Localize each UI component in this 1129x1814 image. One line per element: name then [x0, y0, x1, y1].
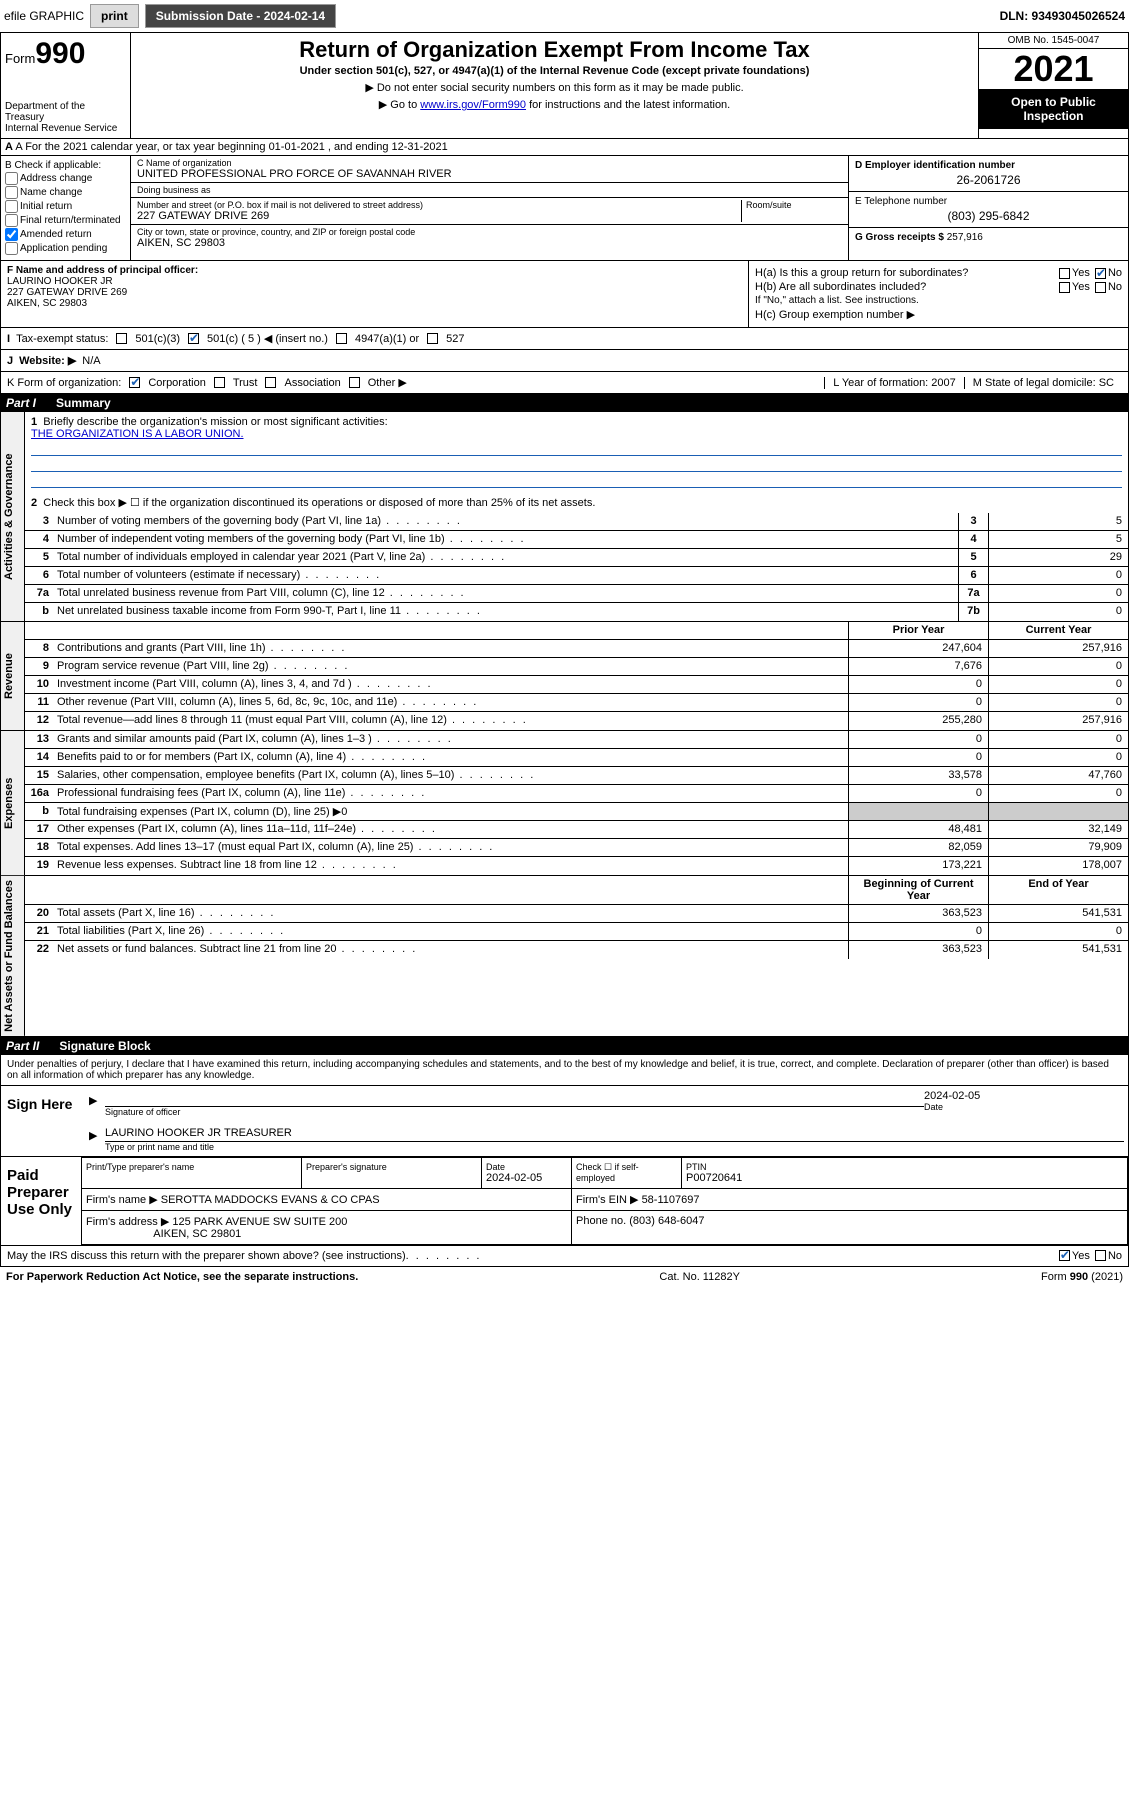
- website: N/A: [82, 355, 100, 367]
- expense-line: 17Other expenses (Part IX, column (A), l…: [25, 821, 1128, 839]
- officer-sig-name: LAURINO HOOKER JR TREASURER: [105, 1127, 292, 1139]
- summary-line: 6Total number of volunteers (estimate if…: [25, 567, 1128, 585]
- top-toolbar: efile GRAPHIC print Submission Date - 20…: [0, 0, 1129, 33]
- paid-preparer-block: Paid Preparer Use Only Print/Type prepar…: [0, 1157, 1129, 1246]
- omb-number: OMB No. 1545-0047: [979, 33, 1128, 49]
- chk-final-return[interactable]: Final return/terminated: [5, 214, 126, 227]
- sign-date: 2024-02-05: [924, 1090, 1124, 1102]
- officer-street: 227 GATEWAY DRIVE 269: [7, 287, 127, 298]
- mission-text: THE ORGANIZATION IS A LABOR UNION.: [31, 428, 244, 440]
- expense-line: 16aProfessional fundraising fees (Part I…: [25, 785, 1128, 803]
- summary-line: 7aTotal unrelated business revenue from …: [25, 585, 1128, 603]
- revenue-line: 8Contributions and grants (Part VIII, li…: [25, 640, 1128, 658]
- netassets-line: 20Total assets (Part X, line 16)363,5235…: [25, 905, 1128, 923]
- form-subtitle: Under section 501(c), 527, or 4947(a)(1)…: [135, 65, 974, 77]
- cat-no: Cat. No. 11282Y: [659, 1271, 740, 1283]
- expense-line: 14Benefits paid to or for members (Part …: [25, 749, 1128, 767]
- paperwork-footer: For Paperwork Reduction Act Notice, see …: [0, 1267, 1129, 1287]
- part2-header: Part II Signature Block: [0, 1037, 1129, 1055]
- officer-name: LAURINO HOOKER JR: [7, 276, 113, 287]
- ssn-note: ▶ Do not enter social security numbers o…: [135, 81, 974, 94]
- state-domicile: M State of legal domicile: SC: [964, 377, 1122, 389]
- summary-line: 5Total number of individuals employed in…: [25, 549, 1128, 567]
- section-bcd: B Check if applicable: Address change Na…: [0, 156, 1129, 261]
- org-name: UNITED PROFESSIONAL PRO FORCE OF SAVANNA…: [137, 168, 842, 180]
- declaration-text: Under penalties of perjury, I declare th…: [0, 1055, 1129, 1086]
- summary-line: 3Number of voting members of the governi…: [25, 513, 1128, 531]
- city: AIKEN, SC 29803: [137, 237, 842, 249]
- year-formation: L Year of formation: 2007: [824, 377, 964, 389]
- submission-date-button[interactable]: Submission Date - 2024-02-14: [145, 4, 336, 28]
- revenue-line: 10Investment income (Part VIII, column (…: [25, 676, 1128, 694]
- chk-amended-return[interactable]: Amended return: [5, 228, 126, 241]
- netassets-line: 22Net assets or fund balances. Subtract …: [25, 941, 1128, 959]
- chk-address-change[interactable]: Address change: [5, 172, 126, 185]
- gross-receipts: 257,916: [947, 232, 983, 243]
- goto-note: ▶ Go to www.irs.gov/Form990 for instruct…: [135, 98, 974, 111]
- irs-label: Internal Revenue Service: [5, 123, 126, 134]
- summary-line: bNet unrelated business taxable income f…: [25, 603, 1128, 621]
- firm-addr: 125 PARK AVENUE SW SUITE 200: [172, 1216, 347, 1228]
- revenue-line: 12Total revenue—add lines 8 through 11 (…: [25, 712, 1128, 730]
- row-j-website: J Website: ▶ N/A: [0, 350, 1129, 372]
- vtab-netassets: Net Assets or Fund Balances: [1, 876, 25, 1036]
- firm-ein: 58-1107697: [642, 1194, 700, 1206]
- expense-line: bTotal fundraising expenses (Part IX, co…: [25, 803, 1128, 821]
- col-d-ein: D Employer identification number 26-2061…: [848, 156, 1128, 260]
- revenue-line: 11Other revenue (Part VIII, column (A), …: [25, 694, 1128, 712]
- dept-label: Department of the Treasury: [5, 101, 126, 123]
- efile-label: efile GRAPHIC: [4, 9, 84, 23]
- col-b-checkboxes: B Check if applicable: Address change Na…: [1, 156, 131, 260]
- sign-here-block: Sign Here ▶ Signature of officer 2024-02…: [0, 1086, 1129, 1157]
- open-public-badge: Open to Public Inspection: [979, 89, 1128, 129]
- part1-header: Part I Summary: [0, 394, 1129, 412]
- chk-application-pending[interactable]: Application pending: [5, 242, 126, 255]
- chk-initial-return[interactable]: Initial return: [5, 200, 126, 213]
- form-number: 990: [35, 37, 85, 70]
- revenue-line: 9Program service revenue (Part VIII, lin…: [25, 658, 1128, 676]
- dln-label: DLN: 93493045026524: [1000, 9, 1125, 23]
- ptin: P00720641: [686, 1172, 742, 1184]
- vtab-governance: Activities & Governance: [1, 412, 25, 621]
- expense-line: 19Revenue less expenses. Subtract line 1…: [25, 857, 1128, 875]
- section-fh: F Name and address of principal officer:…: [0, 261, 1129, 328]
- firm-name: SEROTTA MADDOCKS EVANS & CO CPAS: [161, 1194, 380, 1206]
- street: 227 GATEWAY DRIVE 269: [137, 210, 737, 222]
- irs-link[interactable]: www.irs.gov/Form990: [420, 99, 526, 111]
- officer-city: AIKEN, SC 29803: [7, 298, 87, 309]
- expense-line: 13Grants and similar amounts paid (Part …: [25, 731, 1128, 749]
- row-k-form-org: K Form of organization: Corporation Trus…: [0, 372, 1129, 394]
- vtab-expenses: Expenses: [1, 731, 25, 875]
- print-button[interactable]: print: [90, 4, 139, 28]
- vtab-revenue: Revenue: [1, 622, 25, 730]
- netassets-line: 21Total liabilities (Part X, line 26)00: [25, 923, 1128, 941]
- expense-line: 18Total expenses. Add lines 13–17 (must …: [25, 839, 1128, 857]
- chk-name-change[interactable]: Name change: [5, 186, 126, 199]
- ein: 26-2061726: [855, 173, 1122, 187]
- col-c-org-info: C Name of organization UNITED PROFESSION…: [131, 156, 848, 260]
- form-word: Form: [5, 51, 35, 66]
- row-i-tax-status: I Tax-exempt status: 501(c)(3) 501(c) ( …: [0, 328, 1129, 350]
- expense-line: 15Salaries, other compensation, employee…: [25, 767, 1128, 785]
- firm-phone: (803) 648-6047: [629, 1215, 704, 1227]
- irs-discuss-line: May the IRS discuss this return with the…: [0, 1246, 1129, 1267]
- tax-year: 2021: [979, 49, 1128, 89]
- row-a-period: A A For the 2021 calendar year, or tax y…: [0, 139, 1129, 156]
- form-title: Return of Organization Exempt From Incom…: [135, 37, 974, 63]
- summary-line: 4Number of independent voting members of…: [25, 531, 1128, 549]
- form-header: Form990 Department of the Treasury Inter…: [0, 33, 1129, 139]
- phone: (803) 295-6842: [855, 209, 1122, 223]
